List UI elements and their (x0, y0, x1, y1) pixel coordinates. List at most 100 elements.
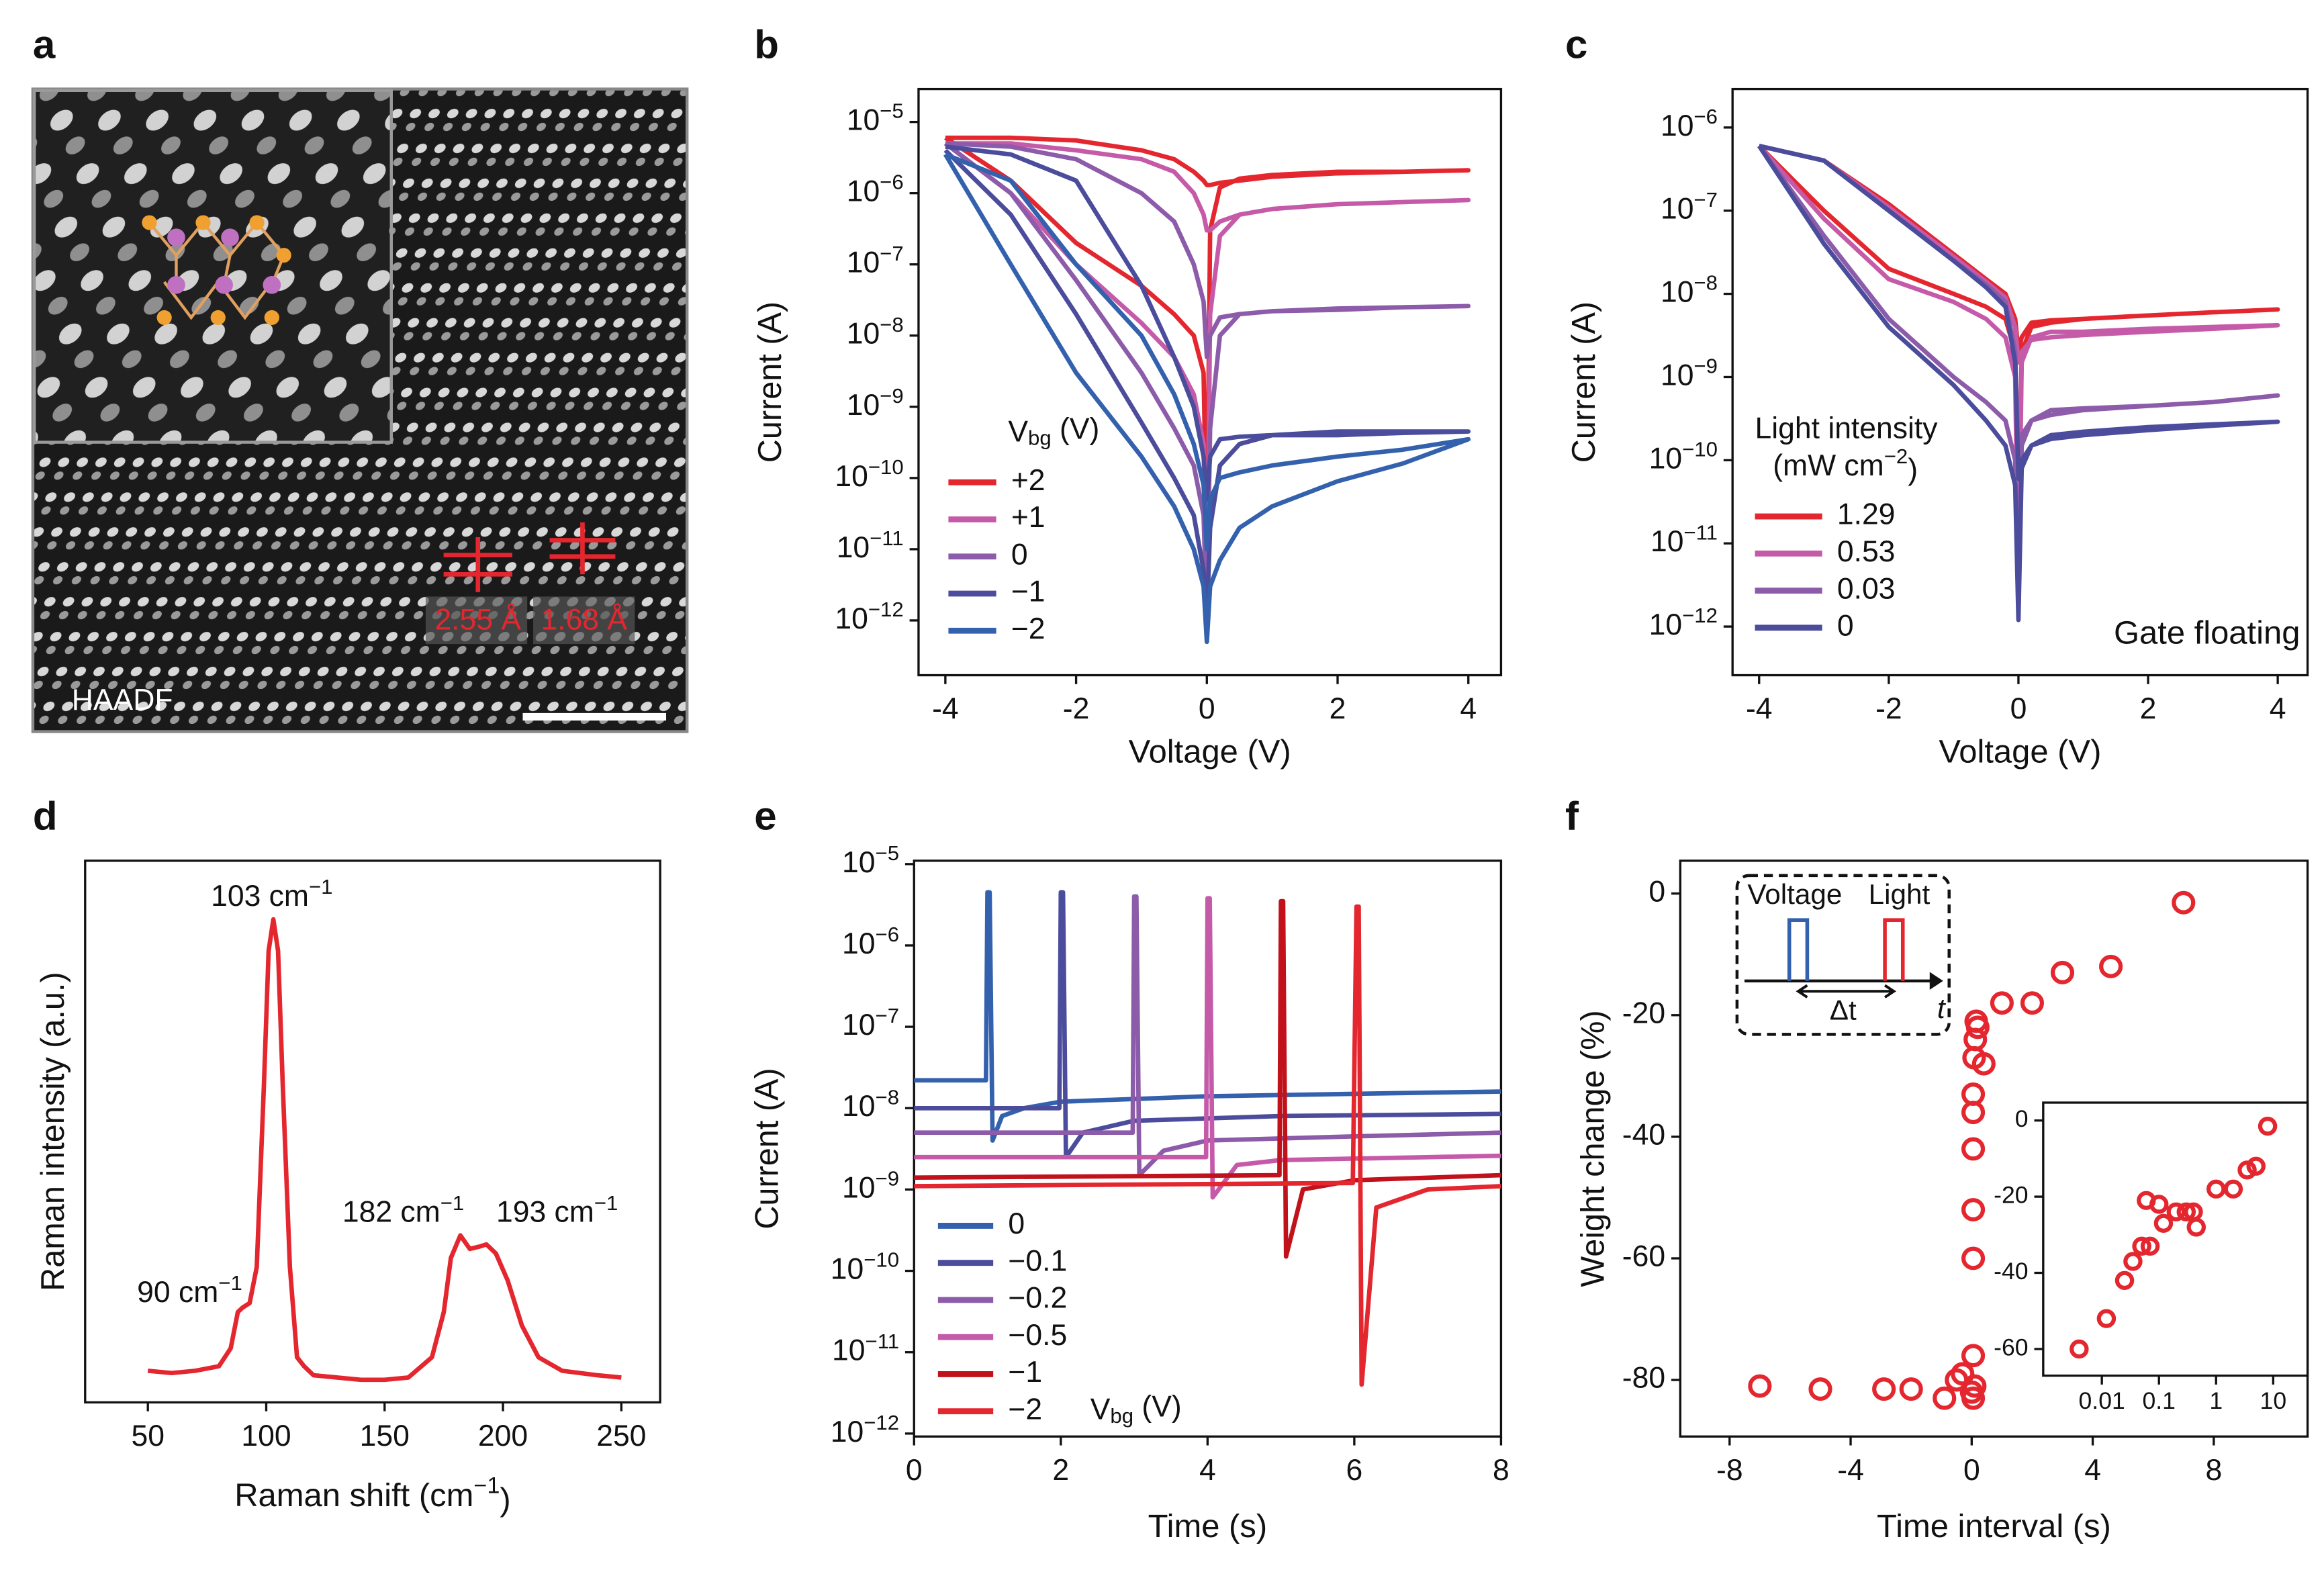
diagram-axis: t (1937, 992, 1947, 1024)
y-tick-label: -60 (1622, 1240, 1665, 1273)
y-tick-label-part: 10 (847, 389, 880, 422)
image-label: HAADF (72, 684, 173, 716)
y-tick-label-part: 10 (1661, 109, 1693, 142)
point (2246, 1156, 2266, 1176)
y-tick-label: 10−10 (835, 455, 903, 492)
x-tick-label: 0.1 (2142, 1387, 2175, 1414)
legend-label: 1.29 (1837, 498, 1896, 531)
y-tick-label: 0 (2015, 1105, 2029, 1132)
line (914, 890, 1501, 1143)
legend-title: Light intensity (1755, 412, 1939, 445)
y-tick-label: 10−7 (1661, 188, 1718, 225)
point (1808, 1377, 1832, 1401)
line (914, 904, 1501, 1387)
y-tick-label-part: 10 (842, 846, 875, 879)
x-tick-label: 4 (2084, 1454, 2101, 1487)
point (1872, 1377, 1896, 1401)
y-tick-label-part: −6 (1693, 105, 1718, 128)
legend-label: 0 (1008, 1207, 1025, 1240)
y-tick-label: 10−5 (847, 99, 904, 136)
y-tick-label: 10−5 (842, 841, 899, 878)
y-tick-label-part: 10 (837, 531, 870, 564)
legend-label: −0.1 (1008, 1245, 1067, 1278)
y-tick-label-part: −10 (868, 455, 904, 479)
x-tick-label: 100 (241, 1420, 291, 1452)
haadf-image: HAADF 2.55 Å 1.68 Å (31, 87, 689, 733)
panel-label: a (33, 22, 56, 67)
y-tick-label: 10−12 (831, 1411, 899, 1448)
y-tick-label-part: 10 (831, 1416, 864, 1448)
y-tick-label-part: −6 (880, 171, 904, 194)
x-tick-label: -4 (1837, 1454, 1864, 1487)
annotation: Gate floating (2114, 615, 2300, 651)
x-axis-label: Raman shift (cm−1) (234, 1473, 510, 1518)
y-tick-label-part: −10 (864, 1248, 899, 1272)
y-tick-label: 10−7 (847, 242, 904, 279)
y-tick-label-part: 10 (847, 246, 880, 279)
point (2114, 1270, 2135, 1291)
y-tick-label-part: 10 (842, 1171, 875, 1204)
x-tick-label: -8 (1716, 1454, 1743, 1487)
y-tick-label-part: 10 (831, 1252, 864, 1285)
annotation-part: −1 (594, 1191, 618, 1215)
line (943, 152, 1471, 645)
y-tick-label: 10−10 (831, 1248, 899, 1285)
legend-label: −2 (1011, 612, 1045, 645)
y-tick-label-part: −12 (1682, 604, 1718, 627)
y-tick-label-part: −9 (1693, 355, 1718, 378)
legend-title-part: (V) (1052, 412, 1100, 445)
y-tick-label-part: 10 (1651, 525, 1683, 558)
y-tick-label: -40 (1622, 1119, 1665, 1152)
legend-title: Vbg (V) (1090, 1391, 1182, 1428)
y-axis-label: Current (A) (752, 302, 788, 463)
point (2186, 1217, 2206, 1237)
y-tick-label: 10−12 (1649, 604, 1718, 641)
y-tick-label: 10−6 (842, 923, 899, 960)
y-tick-label-part: −7 (880, 242, 904, 265)
legend-title-part: bg (1110, 1404, 1133, 1428)
y-tick-label: 10−11 (832, 1330, 899, 1366)
point (2153, 1213, 2174, 1233)
legend-title-part: V (1008, 415, 1028, 448)
line (943, 144, 1471, 623)
y-tick-label-part: 10 (847, 103, 880, 136)
diagram-label: Light (1869, 878, 1931, 910)
point (2096, 1309, 2117, 1328)
legend-title-part: V (1090, 1393, 1111, 1426)
line (1757, 144, 2280, 614)
y-tick-label-part: 10 (842, 1009, 875, 1041)
x-axis-label-part: −1 (473, 1473, 500, 1499)
x-tick-label: -4 (1746, 692, 1773, 725)
point (1961, 1137, 1986, 1161)
x-axis-label: Voltage (V) (1129, 734, 1291, 770)
y-tick-label: 10−9 (1661, 355, 1718, 391)
line (147, 917, 622, 1383)
y-tick-label: 10−9 (847, 384, 904, 421)
point (1933, 1386, 1957, 1410)
atoms (142, 215, 291, 325)
y-tick-label-part: 10 (847, 175, 880, 207)
legend-label: 0 (1837, 610, 1854, 643)
y-tick-label: 10−9 (842, 1167, 899, 1204)
y-tick-label: 10−11 (837, 526, 904, 563)
panel-label: e (754, 794, 776, 839)
point (1951, 1362, 1975, 1386)
legend-label: +2 (1011, 464, 1045, 497)
y-tick-label-part: 10 (832, 1334, 865, 1367)
legend-title-part: bg (1028, 426, 1052, 450)
point (2176, 1202, 2196, 1221)
annotation: 182 cm−1 (342, 1191, 464, 1228)
y-tick-label-part: −11 (870, 526, 904, 550)
x-tick-label: 10 (2260, 1387, 2287, 1414)
x-tick-label: 0 (906, 1454, 923, 1487)
point (1961, 1246, 1986, 1270)
legend-title: (mW cm−2) (1773, 445, 1918, 485)
y-axis-label: Weight change (%) (1575, 1010, 1611, 1287)
y-tick-label-part: −12 (864, 1411, 899, 1434)
y-tick-label-part: 10 (842, 1090, 875, 1123)
x-tick-label: 2 (2140, 692, 2157, 725)
annotation: 193 cm−1 (496, 1191, 618, 1228)
plot-frame (2042, 1101, 2309, 1377)
y-tick-label-part: 10 (842, 927, 875, 960)
